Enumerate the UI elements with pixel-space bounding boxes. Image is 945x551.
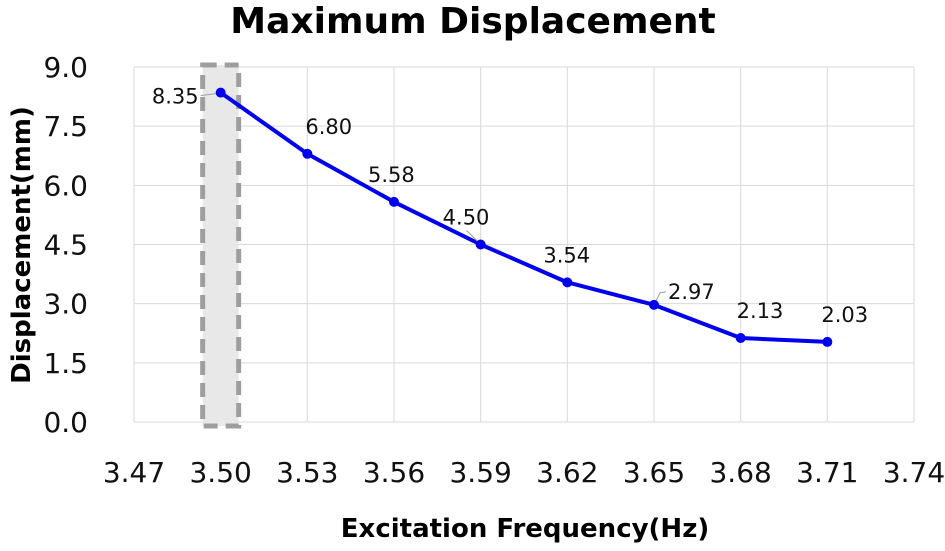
data-label: 3.54 <box>543 243 590 267</box>
y-tick-label: 3.0 <box>43 288 88 321</box>
data-point <box>475 239 486 250</box>
data-labels: 8.35 6.80 5.58 4.50 3.54 2.97 2.13 2.03 <box>152 85 868 327</box>
data-point <box>735 332 746 343</box>
label-leader <box>200 93 216 97</box>
x-tick-label: 3.71 <box>796 456 858 489</box>
label-leader <box>655 291 667 302</box>
x-tick-label: 3.50 <box>189 456 251 489</box>
data-label: 4.50 <box>443 206 490 230</box>
data-label: 5.58 <box>368 163 415 187</box>
highlight-box <box>200 62 242 429</box>
data-point <box>302 148 313 159</box>
data-point <box>389 196 399 207</box>
series-lines <box>219 91 828 344</box>
y-tick-label: 9.0 <box>43 51 88 84</box>
label-leader <box>466 230 479 242</box>
y-tick-label: 1.5 <box>43 347 88 380</box>
data-label: 2.13 <box>737 299 784 323</box>
x-tick-label: 3.47 <box>103 456 165 489</box>
x-tick-label: 3.59 <box>449 456 511 489</box>
y-tick-label: 0.0 <box>43 406 88 439</box>
y-tick-label: 7.5 <box>43 110 88 143</box>
data-label: 2.03 <box>821 303 868 327</box>
x-tick-label: 3.53 <box>276 456 338 489</box>
data-label: 2.97 <box>668 280 715 304</box>
y-tick-label: 4.5 <box>43 229 88 262</box>
data-label: 6.80 <box>305 115 352 139</box>
grid <box>133 66 915 423</box>
x-tick-label: 3.56 <box>363 456 425 489</box>
x-tick-label: 3.65 <box>623 456 685 489</box>
highlight-region <box>200 62 242 429</box>
chart-title: Maximum Displacement <box>230 1 715 42</box>
y-tick-labels: 0.0 1.5 3.0 4.5 6.0 7.5 9.0 <box>43 51 88 439</box>
x-tick-label: 3.62 <box>536 456 598 489</box>
x-axis-title: Excitation Frequency(Hz) <box>341 514 709 544</box>
y-tick-label: 6.0 <box>43 169 88 202</box>
data-point <box>562 277 573 288</box>
label-leaders <box>200 93 667 302</box>
x-tick-label: 3.74 <box>883 456 945 489</box>
data-label: 8.35 <box>152 85 199 109</box>
x-tick-label: 3.68 <box>709 456 771 489</box>
x-tick-labels: 3.47 3.50 3.53 3.56 3.59 3.62 3.65 3.68 3.71 3.74 <box>103 456 945 489</box>
data-point <box>822 336 833 347</box>
series-line <box>219 91 828 344</box>
data-point <box>649 299 659 310</box>
y-axis-title: Displacement(mm) <box>7 106 37 384</box>
data-points <box>215 87 833 347</box>
data-point <box>215 87 226 98</box>
